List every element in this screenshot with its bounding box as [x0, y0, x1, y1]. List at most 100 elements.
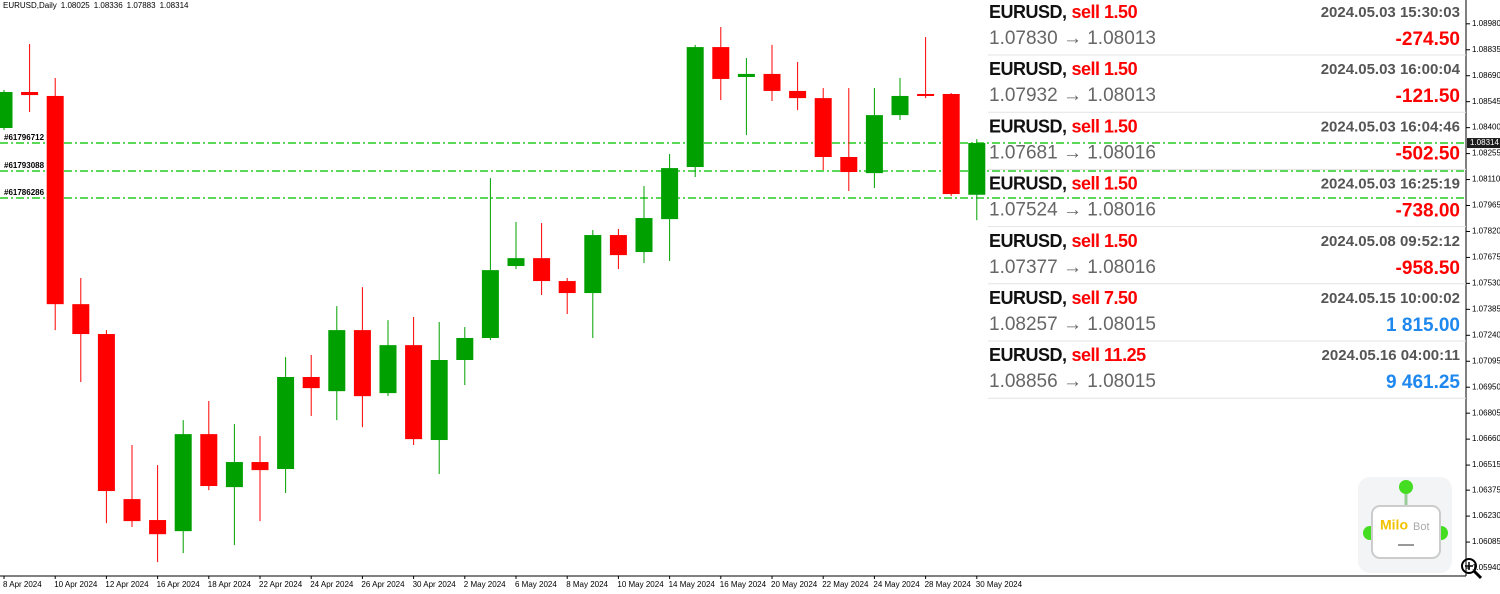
candle-body	[174, 434, 192, 532]
y-tick-label: 1.08690	[1472, 71, 1500, 80]
y-tick-label: 1.07095	[1472, 356, 1500, 365]
candle-body	[149, 520, 167, 535]
y-tick-label: 1.06515	[1472, 460, 1500, 469]
trade-profit: 9 461.25	[1386, 372, 1460, 393]
y-tick-label: 1.07240	[1472, 330, 1500, 339]
level-label: #61796712	[4, 133, 45, 142]
y-tick-label: 1.08255	[1472, 149, 1500, 158]
x-tick-label: 12 Apr 2024	[105, 580, 149, 589]
trade-symbol: EURUSD,	[989, 288, 1067, 308]
trade-time: 2024.05.03 15:30:03	[1321, 4, 1460, 21]
candle-body	[814, 98, 832, 157]
y-tick-label: 1.08545	[1472, 97, 1500, 106]
header-value: 1.08025	[61, 1, 90, 10]
candle-body	[21, 92, 39, 96]
trade-prices: 1.07830 → 1.08013	[989, 28, 1156, 49]
candle-body	[891, 95, 909, 116]
trade-profit: -738.00	[1396, 201, 1460, 222]
trade-prices: 1.07524 → 1.08016	[989, 200, 1156, 221]
x-tick-label: 24 Apr 2024	[310, 580, 354, 589]
y-tick-label: 1.06230	[1472, 511, 1500, 520]
zoom-icon[interactable]	[1461, 558, 1483, 580]
x-tick-label: 16 May 2024	[720, 580, 767, 589]
candle-body	[686, 47, 704, 168]
trade-side: sell 7.50	[1072, 288, 1138, 308]
x-tick-label: 8 Apr 2024	[3, 580, 42, 589]
candle-body	[968, 143, 986, 195]
candle-body	[225, 462, 243, 488]
candle-body	[481, 270, 499, 338]
zoom-lens	[1461, 558, 1477, 574]
trade-time: 2024.05.08 09:52:12	[1321, 233, 1460, 250]
x-tick-label: 6 May 2024	[515, 580, 557, 589]
y-tick-label: 1.08110	[1472, 175, 1500, 184]
x-tick-label: 16 Apr 2024	[157, 580, 201, 589]
trade-title: EURUSD, sell 1.50	[989, 2, 1138, 22]
zoom-handle	[1472, 569, 1483, 580]
y-tick-label: 1.08835	[1472, 45, 1500, 54]
candle-body	[353, 330, 371, 397]
y-tick-label: 1.07965	[1472, 201, 1500, 210]
trade-time: 2024.05.03 16:04:46	[1321, 118, 1460, 135]
candle-body	[200, 434, 218, 487]
x-tick-label: 28 May 2024	[925, 580, 972, 589]
price-label: 1.08314	[1470, 138, 1499, 147]
candle-body	[328, 330, 346, 392]
y-tick-label: 1.06950	[1472, 382, 1500, 391]
trade-profit: -274.50	[1396, 29, 1460, 50]
trade-profit: -121.50	[1396, 86, 1460, 107]
candle-body	[251, 462, 269, 471]
trade-symbol: EURUSD,	[989, 2, 1067, 22]
candle-body	[712, 47, 730, 79]
logo: Milo Bot	[1358, 477, 1452, 573]
trade-title: EURUSD, sell 11.25	[989, 345, 1146, 365]
candle-body	[635, 218, 653, 253]
trade-side: sell 1.50	[1072, 59, 1138, 79]
logo-face	[1371, 505, 1441, 559]
trade-symbol: EURUSD,	[989, 345, 1067, 365]
trade-prices: 1.07377 → 1.08016	[989, 257, 1156, 278]
x-tick-label: 22 May 2024	[822, 580, 869, 589]
candle-body	[737, 73, 755, 77]
trade-title: EURUSD, sell 1.50	[989, 59, 1138, 79]
trade-symbol: EURUSD,	[989, 59, 1067, 79]
y-tick-label: 1.05940	[1472, 563, 1500, 572]
trade-title: EURUSD, sell 1.50	[989, 231, 1138, 251]
trade-prices: 1.07681 → 1.08016	[989, 142, 1156, 163]
y-tick-label: 1.08400	[1472, 123, 1500, 132]
x-tick-label: 2 May 2024	[464, 580, 506, 589]
y-tick-label: 1.06805	[1472, 408, 1500, 417]
logo-text: Milo	[1380, 517, 1408, 533]
trade-profit: -502.50	[1396, 143, 1460, 164]
candle-body	[97, 334, 115, 492]
trade-symbol: EURUSD,	[989, 173, 1067, 193]
x-tick-label: 24 May 2024	[873, 580, 920, 589]
trade-title: EURUSD, sell 1.50	[989, 173, 1138, 193]
trade-time: 2024.05.03 16:25:19	[1321, 176, 1460, 193]
trade-title: EURUSD, sell 1.50	[989, 116, 1138, 136]
candle-body	[917, 93, 935, 96]
candle-body	[584, 235, 602, 294]
x-tick-label: 30 May 2024	[976, 580, 1023, 589]
y-tick-label: 1.07820	[1472, 227, 1500, 236]
candle-body	[46, 95, 64, 305]
candle-body	[507, 258, 525, 267]
candle-body	[277, 377, 295, 470]
trade-symbol: EURUSD,	[989, 231, 1067, 251]
candle-body	[379, 345, 397, 394]
x-tick-label: 22 Apr 2024	[259, 580, 303, 589]
y-tick-label: 1.06085	[1472, 537, 1500, 546]
x-tick-label: 10 Apr 2024	[54, 580, 98, 589]
logo-text: Bot	[1413, 521, 1430, 533]
candle-body	[302, 377, 320, 389]
candle-body	[533, 258, 551, 282]
x-tick-label: 18 Apr 2024	[208, 580, 252, 589]
candle-body	[456, 337, 474, 361]
x-tick-label: 10 May 2024	[617, 580, 664, 589]
chart-title: EURUSD,Daily	[3, 1, 57, 10]
trade-profit: -958.50	[1396, 258, 1460, 279]
trade-time: 2024.05.15 10:00:02	[1321, 290, 1460, 307]
candle-body	[558, 281, 576, 294]
